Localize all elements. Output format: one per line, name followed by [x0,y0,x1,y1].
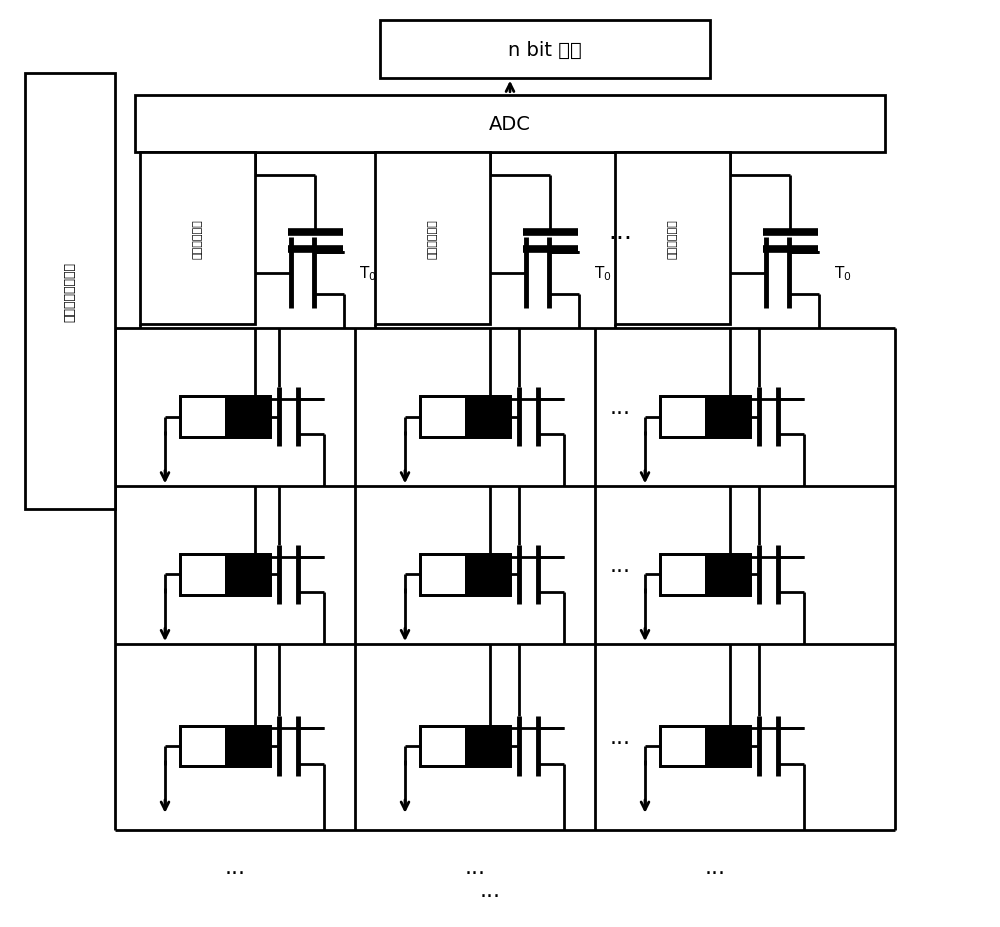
Bar [465,554,510,595]
Bar [225,726,270,767]
Text: T$_0$: T$_0$ [359,264,377,283]
Text: 输入序列控制模块: 输入序列控制模块 [64,262,76,322]
Bar [660,554,750,595]
Text: ADC: ADC [489,115,531,133]
Bar [705,397,750,438]
Bar [660,554,750,595]
Text: ...: ... [610,398,631,418]
Text: T$_0$: T$_0$ [834,264,852,283]
Bar [25,74,115,510]
Text: 被动稳压电路: 被动稳压电路 [428,219,438,259]
Bar [380,21,710,79]
Bar [180,397,270,438]
Bar [180,554,270,595]
Bar [420,726,510,767]
Bar [375,153,490,324]
Text: ...: ... [608,220,632,244]
Bar [465,726,510,767]
Bar [660,397,750,438]
Bar [135,95,885,153]
Bar [660,726,750,767]
Bar [140,153,255,324]
Bar [180,554,270,595]
Text: T$_0$: T$_0$ [594,264,612,283]
Text: ...: ... [480,880,501,900]
Text: 被动稳压电路: 被动稳压电路 [668,219,678,259]
Bar [180,726,270,767]
Bar [420,397,510,438]
Bar [180,726,270,767]
Bar [465,397,510,438]
Bar [420,726,510,767]
Text: n bit 输出: n bit 输出 [508,41,582,59]
Bar [660,397,750,438]
Bar [615,153,730,324]
Text: ...: ... [464,857,486,877]
Bar [420,397,510,438]
Bar [225,554,270,595]
Bar [420,554,510,595]
Text: 被动稳压电路: 被动稳压电路 [192,219,202,259]
Bar [705,726,750,767]
Bar [180,397,270,438]
Bar [225,397,270,438]
Text: ...: ... [610,727,631,747]
Text: ...: ... [610,555,631,576]
Bar [705,554,750,595]
Text: ...: ... [704,857,726,877]
Text: ...: ... [224,857,246,877]
Bar [420,554,510,595]
Bar [660,726,750,767]
